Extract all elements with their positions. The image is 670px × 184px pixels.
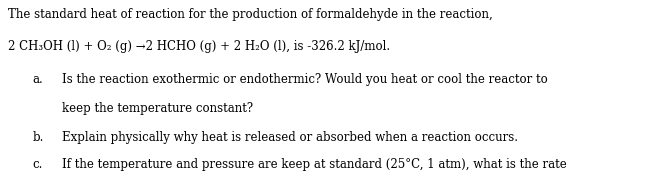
Text: Explain physically why heat is released or absorbed when a reaction occurs.: Explain physically why heat is released … [62, 131, 518, 144]
Text: c.: c. [32, 158, 42, 171]
Text: The standard heat of reaction for the production of formaldehyde in the reaction: The standard heat of reaction for the pr… [8, 8, 493, 21]
Text: keep the temperature constant?: keep the temperature constant? [62, 102, 253, 115]
Text: If the temperature and pressure are keep at standard (25°C, 1 atm), what is the : If the temperature and pressure are keep… [62, 158, 566, 171]
Text: b.: b. [32, 131, 44, 144]
Text: Is the reaction exothermic or endothermic? Would you heat or cool the reactor to: Is the reaction exothermic or endothermi… [62, 73, 547, 86]
Text: 2 CH₃OH (l) + O₂ (g) →2 HCHO (g) + 2 H₂O (l), is -326.2 kJ/mol.: 2 CH₃OH (l) + O₂ (g) →2 HCHO (g) + 2 H₂O… [8, 40, 390, 54]
Text: a.: a. [32, 73, 43, 86]
